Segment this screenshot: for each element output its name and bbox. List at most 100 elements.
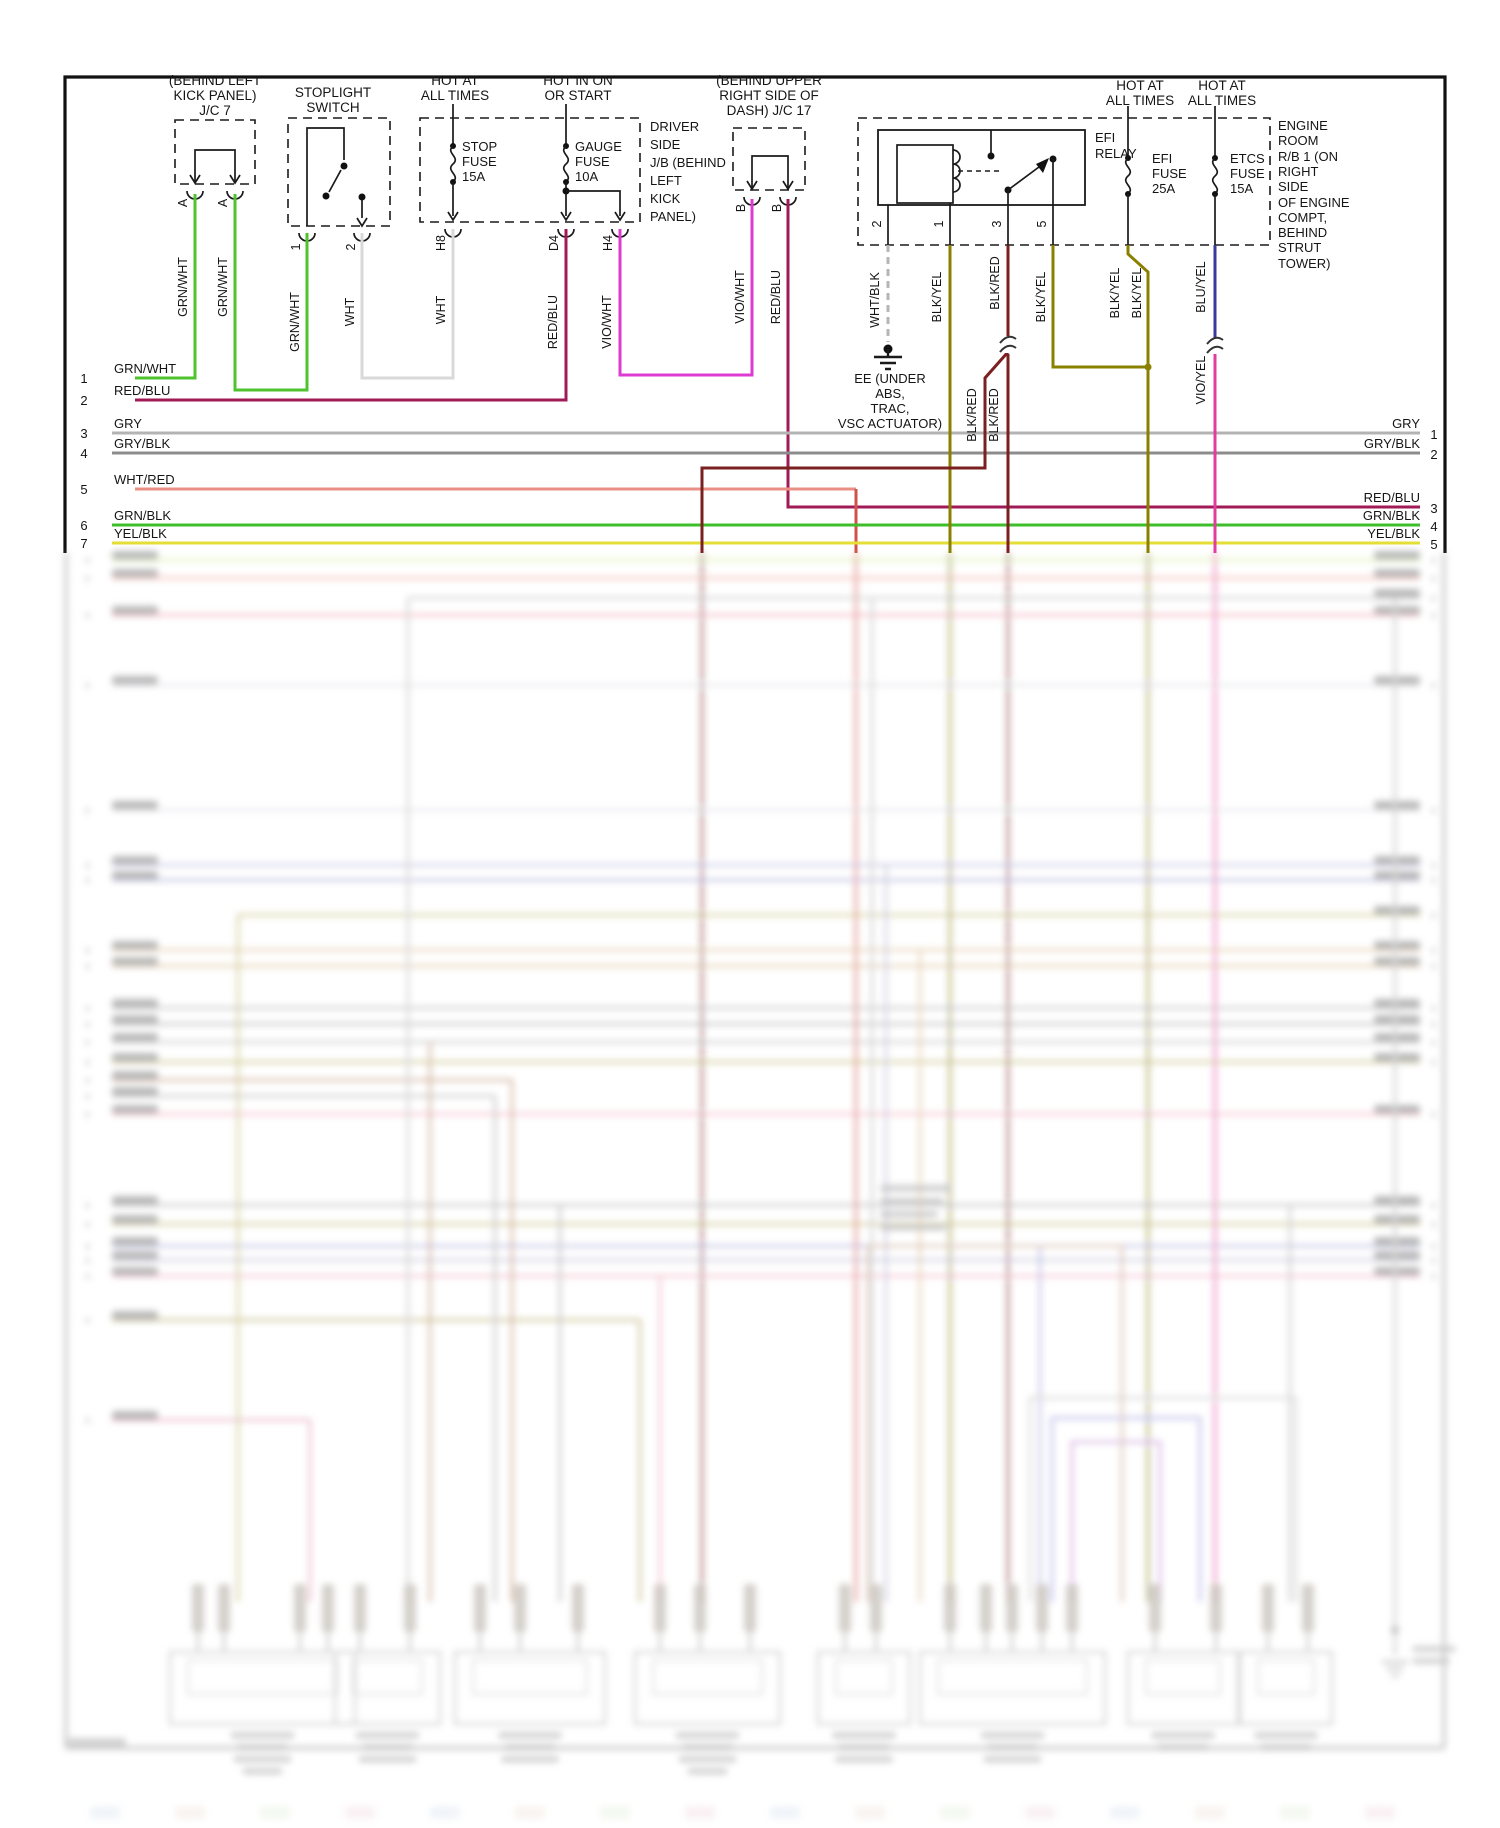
svg-text:BLK/RED: BLK/RED <box>987 388 1001 442</box>
gauge-fuse: GAUGE FUSE 10A <box>557 104 629 238</box>
svg-text:4: 4 <box>1430 519 1437 534</box>
svg-text:BLK/YEL: BLK/YEL <box>930 272 944 323</box>
svg-text:RED/BLU: RED/BLU <box>769 270 783 324</box>
svg-text:EE (UNDER: EE (UNDER <box>854 371 926 386</box>
wire-wht <box>360 229 455 380</box>
wire-grn-wht-2 <box>233 194 309 392</box>
svg-text:WHT/BLK: WHT/BLK <box>868 272 882 328</box>
svg-text:A: A <box>216 198 230 207</box>
wire-red-blu-left <box>135 229 568 402</box>
efi-relay <box>877 129 1086 245</box>
svg-text:GRY: GRY <box>114 416 142 431</box>
driver-jb-label: DRIVER SIDE J/B (BEHIND LEFT KICK PANEL) <box>650 119 726 224</box>
svg-text:BLK/RED: BLK/RED <box>965 388 979 442</box>
efi-fuse: EFI FUSE 25A <box>1124 106 1187 245</box>
svg-text:RIGHT SIDE OF: RIGHT SIDE OF <box>719 88 819 103</box>
svg-text:BEHIND: BEHIND <box>1278 225 1327 240</box>
svg-text:TOWER): TOWER) <box>1278 256 1330 271</box>
etcs-fuse-label: ETCS <box>1230 151 1265 166</box>
jc17-box <box>732 127 806 191</box>
wires <box>112 194 1420 553</box>
svg-text:PANEL): PANEL) <box>650 209 696 224</box>
svg-text:BLK/YEL: BLK/YEL <box>1034 272 1048 323</box>
wire-grn-wht-1 <box>135 194 197 380</box>
svg-text:FUSE: FUSE <box>1152 166 1187 181</box>
junction-dot <box>1144 363 1152 371</box>
svg-text:BLK/YEL: BLK/YEL <box>1130 268 1144 319</box>
svg-text:VSC ACTUATOR): VSC ACTUATOR) <box>838 416 942 431</box>
stoplight-header: STOPLIGHT <box>295 85 371 100</box>
svg-text:5: 5 <box>1430 537 1437 552</box>
engine-room-rb-box <box>857 117 1271 246</box>
stop-fuse: STOP FUSE 15A <box>444 104 497 238</box>
pin-labels: A A 1 2 H8 D4 H4 B B 2 1 3 5 <box>176 198 1049 251</box>
wire-break-icons <box>999 335 1224 354</box>
hot-at-all-times-3: HOT AT <box>1198 78 1246 93</box>
svg-text:5: 5 <box>1035 220 1049 227</box>
wire-color-labels: GRN/WHT GRN/WHT GRN/WHT WHT WHT RED/BLU … <box>176 256 1208 442</box>
svg-text:J/B (BEHIND: J/B (BEHIND <box>650 155 726 170</box>
blurred-section <box>64 551 1456 1819</box>
wire-blk-yel-pin5 <box>1051 245 1148 369</box>
svg-text:KICK: KICK <box>650 191 681 206</box>
hot-at-all-times-2: HOT AT <box>1116 78 1164 93</box>
svg-text:SIDE: SIDE <box>1278 179 1309 194</box>
svg-text:GRN/BLK: GRN/BLK <box>1363 508 1420 523</box>
svg-text:SWITCH: SWITCH <box>306 100 359 115</box>
driver-jb-box <box>419 117 641 223</box>
efi-fuse-label: EFI <box>1152 151 1172 166</box>
svg-text:COMPT,: COMPT, <box>1278 210 1327 225</box>
svg-text:B: B <box>770 204 784 212</box>
svg-text:D4: D4 <box>547 235 561 251</box>
svg-text:GRN/BLK: GRN/BLK <box>114 508 171 523</box>
svg-text:RED/BLU: RED/BLU <box>114 383 170 398</box>
svg-text:OR START: OR START <box>544 88 611 103</box>
svg-text:WHT: WHT <box>343 297 357 326</box>
svg-text:2: 2 <box>870 220 884 227</box>
svg-text:R/B 1 (ON: R/B 1 (ON <box>1278 149 1338 164</box>
svg-text:DRIVER: DRIVER <box>650 119 699 134</box>
svg-text:FUSE: FUSE <box>1230 166 1265 181</box>
svg-text:GRN/WHT: GRN/WHT <box>114 361 176 376</box>
svg-text:J/C 7: J/C 7 <box>199 103 231 118</box>
svg-text:YEL/BLK: YEL/BLK <box>114 526 167 541</box>
svg-text:FUSE: FUSE <box>462 154 497 169</box>
sharp-section: (BEHIND LEFT KICK PANEL) J/C 7 STOPLIGHT… <box>63 73 1447 553</box>
svg-text:1: 1 <box>932 220 946 227</box>
svg-text:RED/BLU: RED/BLU <box>1364 490 1420 505</box>
svg-text:B: B <box>734 204 748 212</box>
svg-text:RED/BLU: RED/BLU <box>546 295 560 349</box>
svg-text:BLU/YEL: BLU/YEL <box>1194 261 1208 312</box>
efi-relay-label: EFI <box>1095 130 1115 145</box>
stoplight-switch-box <box>287 117 391 227</box>
svg-text:25A: 25A <box>1152 181 1175 196</box>
svg-text:STRUT: STRUT <box>1278 240 1321 255</box>
engine-room-label: ENGINE ROOM R/B 1 (ON RIGHT SIDE OF ENGI… <box>1278 118 1350 271</box>
svg-text:GRY: GRY <box>1392 416 1420 431</box>
jc7-header: (BEHIND LEFT <box>169 73 261 88</box>
relay-switch-icon <box>1007 163 1044 191</box>
svg-text:5: 5 <box>80 482 87 497</box>
svg-text:15A: 15A <box>462 169 485 184</box>
component-headers: (BEHIND LEFT KICK PANEL) J/C 7 STOPLIGHT… <box>169 73 1256 161</box>
ee-ground: EE (UNDER ABS, TRAC, VSC ACTUATOR) <box>838 344 942 431</box>
svg-text:H8: H8 <box>434 235 448 251</box>
svg-text:BLK/YEL: BLK/YEL <box>1108 268 1122 319</box>
svg-text:2: 2 <box>344 243 358 250</box>
diagram-border-top <box>63 75 1447 553</box>
hot-in-on-or-start: HOT IN ON <box>543 73 613 88</box>
svg-text:RIGHT: RIGHT <box>1278 164 1319 179</box>
svg-text:ENGINE: ENGINE <box>1278 118 1328 133</box>
svg-text:1: 1 <box>289 243 303 250</box>
jc17-header: (BEHIND UPPER <box>716 73 822 88</box>
svg-text:3: 3 <box>990 220 1004 227</box>
jc7-internals <box>186 149 244 200</box>
svg-text:4: 4 <box>80 446 87 461</box>
jc7-box <box>174 119 256 185</box>
svg-text:ALL TIMES: ALL TIMES <box>421 88 489 103</box>
svg-text:A: A <box>176 198 190 207</box>
svg-text:2: 2 <box>1430 447 1437 462</box>
wire-blk-red-branch <box>700 351 1010 553</box>
rows-right: 1 GRY 2 GRY/BLK 3 RED/BLU 4 GRN/BLK 5 YE… <box>1363 416 1438 552</box>
svg-text:KICK PANEL): KICK PANEL) <box>173 88 256 103</box>
